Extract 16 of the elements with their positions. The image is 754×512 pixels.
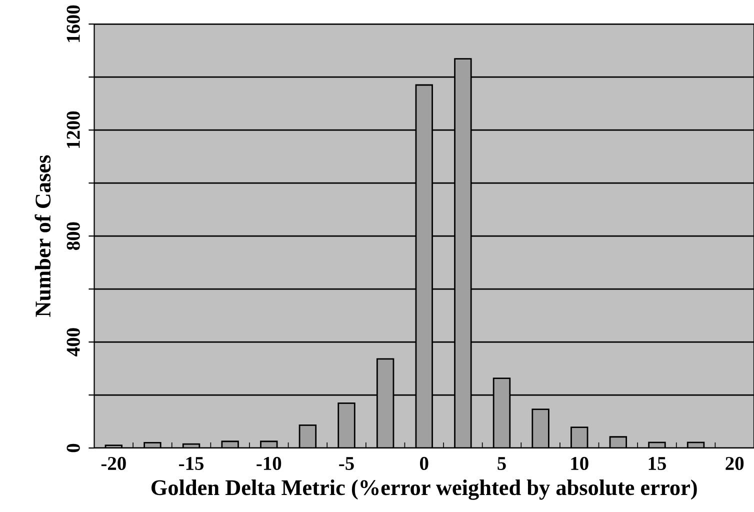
- x-tick-label: -15: [179, 456, 204, 470]
- y-tick-label: 400: [66, 328, 80, 356]
- y-tick-label: 1200: [66, 111, 80, 148]
- y-tick-label: 0: [66, 444, 80, 452]
- x-tick-label: -5: [339, 457, 354, 470]
- x-tick-label: 10: [571, 456, 588, 470]
- y-axis-title: Number of Cases: [34, 155, 51, 317]
- x-axis-title: Golden Delta Metric (%error weighted by absolute error): [151, 480, 697, 500]
- y-tick-label: 800: [66, 222, 80, 250]
- y-tick-label: 1600: [66, 5, 80, 42]
- x-tick-label: -10: [256, 456, 282, 470]
- x-tick-label: 0: [420, 456, 428, 470]
- x-tick-label: 20: [726, 456, 744, 470]
- x-tick-label: 5: [498, 457, 506, 470]
- x-tick-label: -20: [101, 456, 126, 470]
- x-tick-label: 15: [648, 456, 666, 470]
